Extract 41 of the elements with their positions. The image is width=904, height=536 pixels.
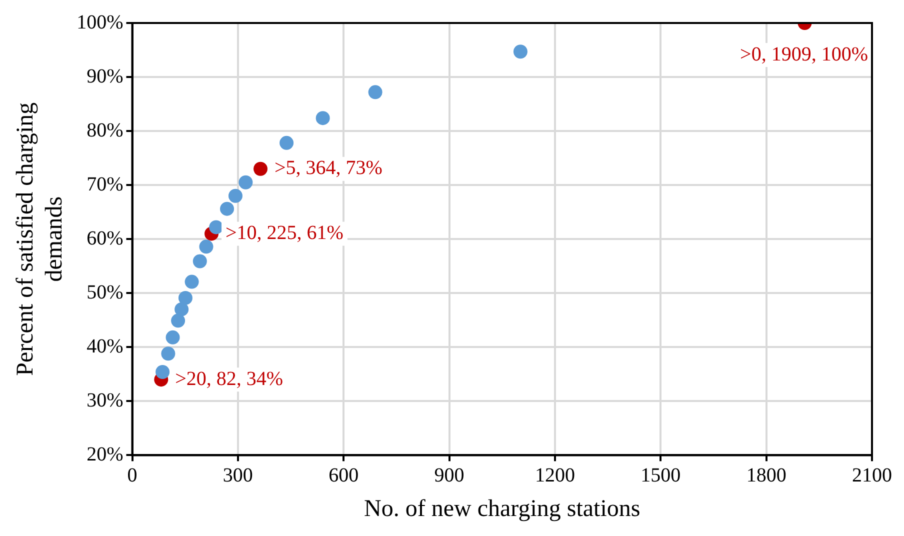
y-tick-label: 30% xyxy=(86,389,124,412)
point xyxy=(171,314,186,328)
y-tick-label: 40% xyxy=(86,335,124,358)
point xyxy=(253,162,268,176)
point xyxy=(161,346,176,361)
y-tick-label: 80% xyxy=(86,119,124,142)
annotation: >10, 225, 61% xyxy=(226,222,344,244)
y-tick-label: 20% xyxy=(86,443,124,466)
x-tick-label: 600 xyxy=(328,464,359,486)
point xyxy=(513,44,528,59)
point xyxy=(209,220,224,234)
point xyxy=(280,136,294,150)
annotation: >0, 1909, 100% xyxy=(740,43,868,66)
y-tick-label: 90% xyxy=(86,65,124,88)
x-tick-label: 0 xyxy=(127,464,138,486)
x-tick-label: 900 xyxy=(434,464,464,486)
point xyxy=(174,302,189,316)
point xyxy=(228,188,242,203)
y-tick-label: 60% xyxy=(86,227,124,250)
x-tick-label: 1800 xyxy=(746,464,786,486)
y-tick-label: 70% xyxy=(86,173,124,196)
point xyxy=(368,85,382,100)
annotation: >5, 364, 73% xyxy=(274,157,382,180)
y-tick-label: 100% xyxy=(76,11,124,34)
x-axis-title: No. of new charging stations xyxy=(364,496,640,522)
x-tick-label: 2100 xyxy=(852,464,892,486)
y-tick-label: 50% xyxy=(86,281,124,304)
point xyxy=(166,330,180,344)
x-tick-label: 1500 xyxy=(640,464,681,486)
annotation: >20, 82, 34% xyxy=(175,368,284,390)
point xyxy=(156,365,170,379)
point xyxy=(316,111,330,126)
x-tick-label: 1200 xyxy=(534,464,575,486)
point xyxy=(178,290,192,305)
y-axis-title: Percent of satisfied charging demands xyxy=(12,102,68,376)
x-tick-label: 300 xyxy=(222,464,253,486)
point xyxy=(192,254,207,268)
point xyxy=(184,274,199,289)
point xyxy=(220,202,234,216)
point xyxy=(199,240,214,254)
point xyxy=(238,175,253,190)
